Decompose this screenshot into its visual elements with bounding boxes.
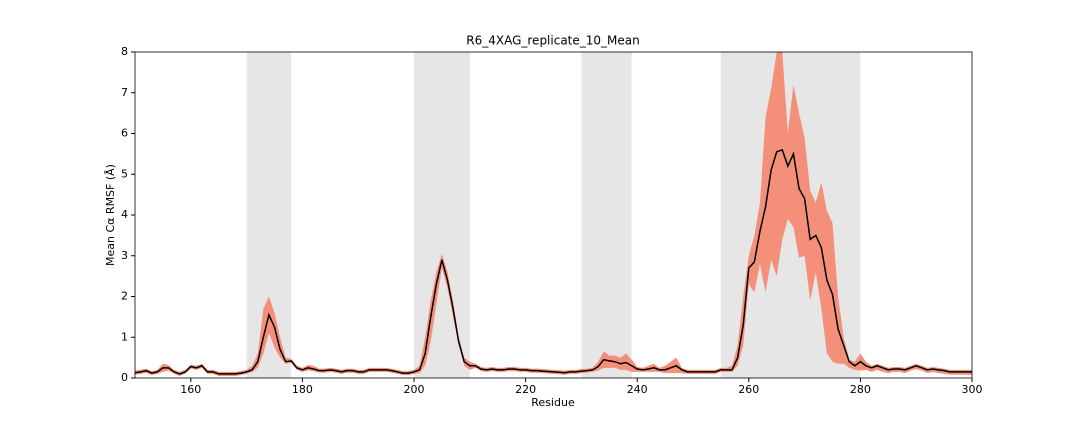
chart-title: R6_4XAG_replicate_10_Mean (466, 34, 639, 48)
x-axis-label: Residue (531, 396, 575, 409)
x-tick-label: 220 (515, 383, 536, 396)
mean-line (135, 148, 972, 375)
x-tick-label: 240 (627, 383, 648, 396)
y-axis-label: Mean Cα RMSF (Å) (104, 164, 117, 266)
x-tick-label: 300 (962, 383, 983, 396)
x-tick-label: 200 (404, 383, 425, 396)
y-tick-label: 5 (121, 167, 128, 180)
x-tick-label: 160 (180, 383, 201, 396)
y-tick-label: 6 (121, 127, 128, 140)
shaded-region (414, 52, 470, 378)
y-tick-label: 2 (121, 290, 128, 303)
x-tick-label: 280 (850, 383, 871, 396)
shaded-region (581, 52, 632, 378)
y-tick-label: 3 (121, 249, 128, 262)
x-tick-label: 260 (738, 383, 759, 396)
x-tick-label: 180 (292, 383, 313, 396)
y-tick-label: 1 (121, 330, 128, 343)
error-band (135, 52, 972, 376)
y-tick-label: 4 (121, 208, 128, 221)
y-tick-label: 0 (121, 371, 128, 384)
y-tick-label: 7 (121, 86, 128, 99)
y-tick-label: 8 (121, 45, 128, 58)
